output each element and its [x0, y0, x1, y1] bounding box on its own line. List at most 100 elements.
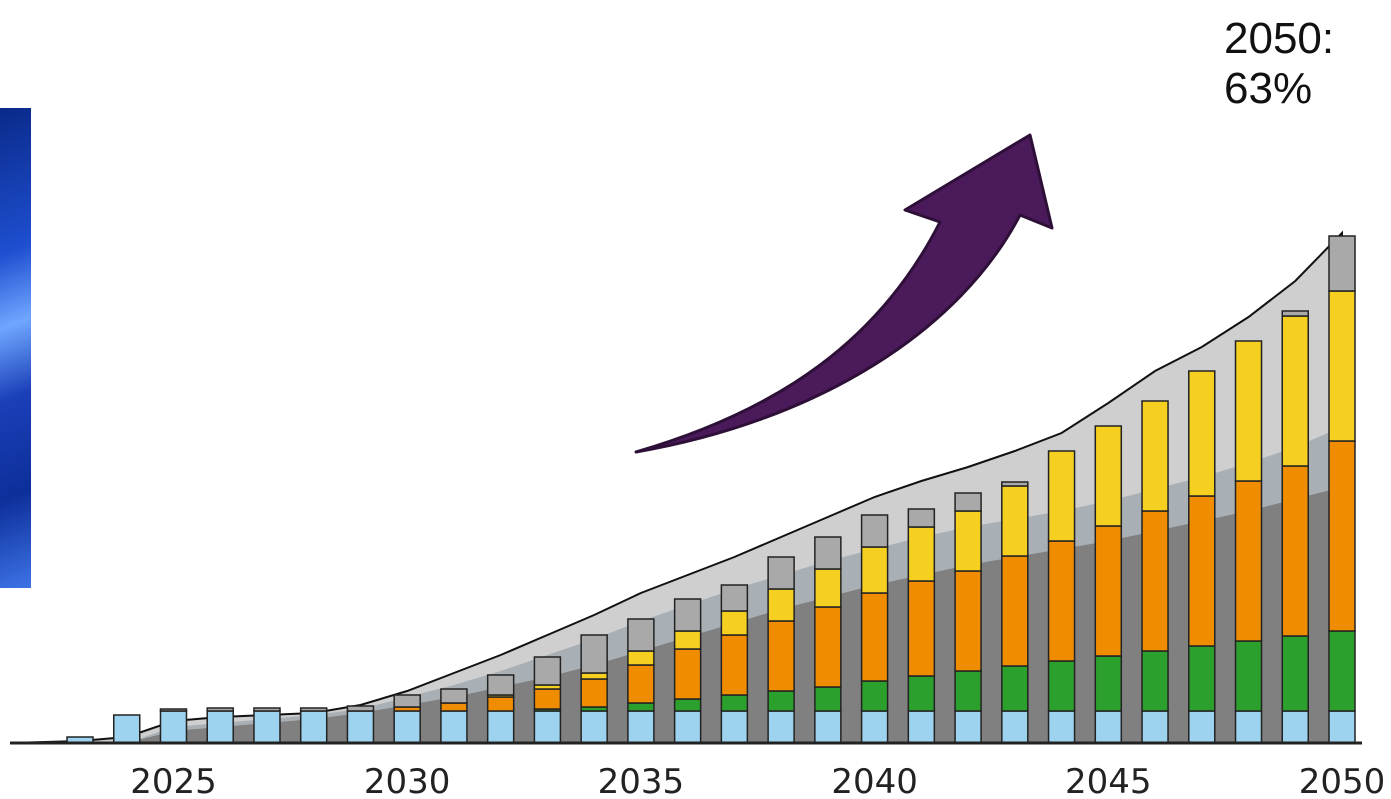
bar-segment-2027-5	[253, 707, 281, 712]
bar-segment-2046-2	[1141, 650, 1169, 712]
bar-segment-2039-3	[814, 606, 842, 688]
bar-segment-2050-1	[1328, 710, 1356, 744]
bar-segment-2039-4	[814, 568, 842, 608]
bar-segment-2026-5	[206, 707, 234, 712]
bar-segment-2030-1	[393, 710, 421, 744]
bar-segment-2036-5	[673, 598, 702, 632]
bar-segment-2035-1	[627, 710, 655, 744]
x-tick-label-2030: 2030	[364, 762, 451, 799]
bar-segment-2033-1	[533, 710, 562, 744]
bar-segment-2041-1	[907, 710, 936, 744]
bar-segment-2038-1	[767, 710, 795, 744]
bar-segment-2032-3	[486, 696, 515, 712]
bar-segment-2025-1	[159, 710, 188, 744]
bar-segment-2042-2	[954, 670, 982, 712]
bar-segment-2038-4	[767, 588, 795, 622]
bar-segment-2045-4	[1094, 425, 1123, 527]
x-tick-label-2040: 2040	[831, 762, 918, 799]
bar-segment-2049-2	[1281, 635, 1310, 712]
bar-segment-2049-1	[1281, 710, 1310, 744]
bar-segment-2050-4	[1328, 290, 1356, 442]
bar-segment-2040-4	[860, 546, 889, 594]
bar-segment-2048-4	[1234, 340, 1263, 482]
bar-segment-2038-3	[767, 620, 795, 692]
bar-segment-2036-4	[673, 630, 702, 650]
bar-segment-2043-4	[1001, 485, 1029, 557]
bar-segment-2028-1	[299, 710, 328, 744]
bar-segment-2040-2	[860, 680, 889, 712]
bar-segment-2048-1	[1234, 710, 1263, 744]
bar-segment-2033-5	[533, 656, 562, 686]
bar-segment-2047-4	[1188, 370, 1216, 497]
bar-segment-2049-3	[1281, 465, 1310, 637]
background-photo-strip	[0, 108, 31, 588]
x-tick-label-2025: 2025	[130, 762, 217, 799]
bar-segment-2035-5	[627, 618, 655, 652]
bar-segment-2040-5	[860, 514, 889, 548]
callout-year: 2050:	[1224, 14, 1335, 63]
x-tick-label-2045: 2045	[1065, 762, 1152, 799]
bar-segment-2041-4	[907, 526, 936, 582]
bar-segment-2026-1	[206, 710, 234, 744]
bar-segment-2031-3	[440, 702, 468, 712]
bar-segment-2037-1	[720, 710, 749, 744]
bar-segment-2032-5	[486, 674, 515, 696]
bar-segment-2029-1	[346, 710, 375, 744]
bar-segment-2034-5	[580, 634, 608, 674]
bar-segment-2039-5	[814, 536, 842, 570]
bar-segment-2035-3	[627, 664, 655, 704]
bar-segment-2037-3	[720, 634, 749, 696]
bar-segment-2035-4	[627, 650, 655, 666]
bar-segment-2030-5	[393, 694, 421, 708]
bar-segment-2047-1	[1188, 710, 1216, 744]
bar-segment-2044-1	[1047, 710, 1076, 744]
bar-segment-2047-2	[1188, 645, 1216, 712]
bar-segment-2045-3	[1094, 525, 1123, 657]
bar-segment-2041-3	[907, 580, 936, 677]
bar-segment-2034-3	[580, 678, 608, 708]
chart-bars	[66, 235, 1356, 744]
bar-segment-2037-4	[720, 610, 749, 636]
x-tick-label-2035: 2035	[598, 762, 685, 799]
bar-segment-2039-1	[814, 710, 842, 744]
bar-segment-2028-5	[299, 707, 328, 712]
bar-segment-2049-4	[1281, 315, 1310, 467]
bar-segment-2031-1	[440, 710, 468, 744]
bar-segment-2042-4	[954, 510, 982, 572]
bar-segment-2025-5	[159, 708, 188, 712]
bar-segment-2031-5	[440, 688, 468, 704]
bar-segment-2050-3	[1328, 440, 1356, 632]
bar-segment-2048-2	[1234, 640, 1263, 712]
x-axis-ticks: 2025 2030 2035 2040 2045 2050	[130, 762, 1385, 799]
bar-segment-2038-5	[767, 556, 795, 590]
bar-segment-2042-3	[954, 570, 982, 672]
bar-segment-2029-5	[346, 705, 375, 712]
bar-segment-2046-3	[1141, 510, 1169, 652]
bar-segment-2040-3	[860, 592, 889, 682]
bar-segment-2036-3	[673, 648, 702, 700]
bar-segment-2040-1	[860, 710, 889, 744]
bar-segment-2036-1	[673, 710, 702, 744]
bar-segment-2043-3	[1001, 555, 1029, 667]
bar-segment-2050-2	[1328, 630, 1356, 712]
bar-segment-2035-2	[627, 702, 655, 712]
bar-segment-2043-5	[1001, 481, 1029, 487]
bar-segment-2046-1	[1141, 710, 1169, 744]
bar-segment-2036-2	[673, 698, 702, 712]
bar-segment-2039-2	[814, 686, 842, 712]
bar-segment-2043-1	[1001, 710, 1029, 744]
bar-segment-2048-3	[1234, 480, 1263, 642]
bar-segment-2041-5	[907, 508, 936, 528]
bar-segment-2044-3	[1047, 540, 1076, 662]
bar-segment-2044-4	[1047, 450, 1076, 542]
growth-arrow-icon	[634, 133, 1054, 454]
callout-value: 63%	[1224, 64, 1313, 113]
bar-segment-2027-1	[253, 710, 281, 744]
bar-segment-2050-5	[1328, 235, 1356, 292]
bar-segment-2034-4	[580, 672, 608, 680]
bar-segment-2044-2	[1047, 660, 1076, 712]
bar-segment-2038-2	[767, 690, 795, 712]
bar-segment-2024-1	[112, 714, 141, 744]
bar-segment-2034-1	[580, 710, 608, 744]
